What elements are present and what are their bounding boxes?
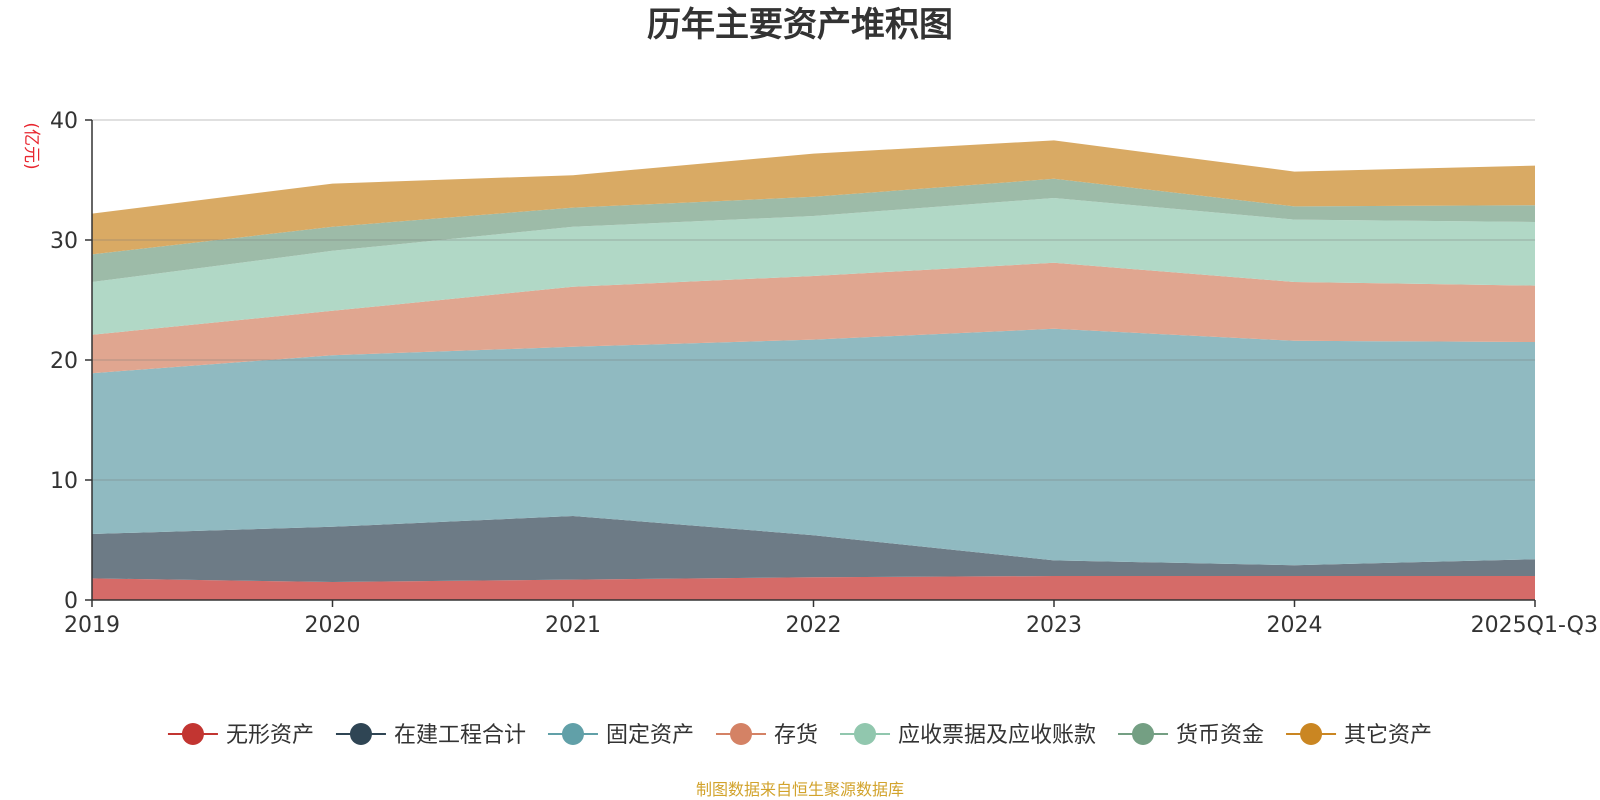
- legend-item-4[interactable]: 存货: [715, 723, 818, 748]
- x-tick-label-5: 2024: [1267, 613, 1323, 638]
- legend-label: 其它资产: [1344, 723, 1432, 748]
- x-tick-label-6: 2025Q1-Q3: [1471, 613, 1598, 638]
- legend-circle-marker: [1300, 723, 1323, 745]
- source-note: 制图数据来自恒生聚源数据库: [696, 780, 904, 799]
- legend-circle-marker: [1132, 723, 1155, 745]
- legend-label: 在建工程合计: [394, 723, 526, 748]
- legend-circle-marker: [561, 723, 584, 745]
- legend-label: 无形资产: [226, 723, 314, 748]
- legend-label: 货币资金: [1176, 723, 1264, 748]
- legend-item-6[interactable]: 货币资金: [1118, 723, 1264, 748]
- y-tick-label-2: 20: [50, 349, 78, 374]
- legend-circle-marker: [854, 723, 877, 745]
- area-series-6[interactable]: [92, 178, 1535, 282]
- area-series-group: [92, 140, 1535, 600]
- area-series-3[interactable]: [92, 328, 1535, 566]
- y-tick-label-0: 0: [64, 589, 78, 614]
- x-tick-label-1: 2020: [305, 613, 361, 638]
- chart-title: 历年主要资产堆积图: [647, 5, 953, 45]
- area-series-7[interactable]: [92, 140, 1535, 255]
- x-tick-label-4: 2023: [1026, 613, 1082, 638]
- y-tick-label-1: 10: [50, 469, 78, 494]
- grid-lines: [92, 119, 1535, 481]
- legend-item-3[interactable]: 固定资产: [547, 723, 694, 748]
- y-tick-label-3: 30: [50, 229, 78, 254]
- legend-label: 存货: [774, 723, 818, 748]
- y-tick-label-4: 40: [50, 109, 78, 134]
- area-series-5[interactable]: [92, 198, 1535, 335]
- legend-item-7[interactable]: 其它资产: [1286, 723, 1432, 748]
- x-tick-label-3: 2022: [786, 613, 842, 638]
- legend-item-5[interactable]: 应收票据及应收账款: [840, 723, 1096, 748]
- legend[interactable]: 无形资产 在建工程合计 固定资产 存货 应收票据及应收账款 货币资金 其它资产: [167, 723, 1432, 748]
- legend-circle-marker: [349, 723, 372, 745]
- x-tick-label-2: 2021: [545, 613, 601, 638]
- area-series-4[interactable]: [92, 262, 1535, 374]
- legend-circle-marker: [181, 723, 204, 745]
- legend-label: 固定资产: [606, 723, 694, 748]
- legend-label: 应收票据及应收账款: [898, 723, 1096, 748]
- area-series-1[interactable]: [92, 576, 1535, 600]
- legend-item-2[interactable]: 在建工程合计: [335, 723, 526, 748]
- y-axis-label: (亿元): [21, 122, 41, 169]
- area-series-2[interactable]: [92, 516, 1535, 582]
- legend-circle-marker: [729, 723, 752, 745]
- x-tick-label-0: 2019: [64, 613, 120, 638]
- axes: 0 10 20 30 40 2019 2020 2021 2022 2023 2024 2025Q1-…: [50, 109, 1598, 638]
- legend-item-1[interactable]: 无形资产: [167, 723, 314, 748]
